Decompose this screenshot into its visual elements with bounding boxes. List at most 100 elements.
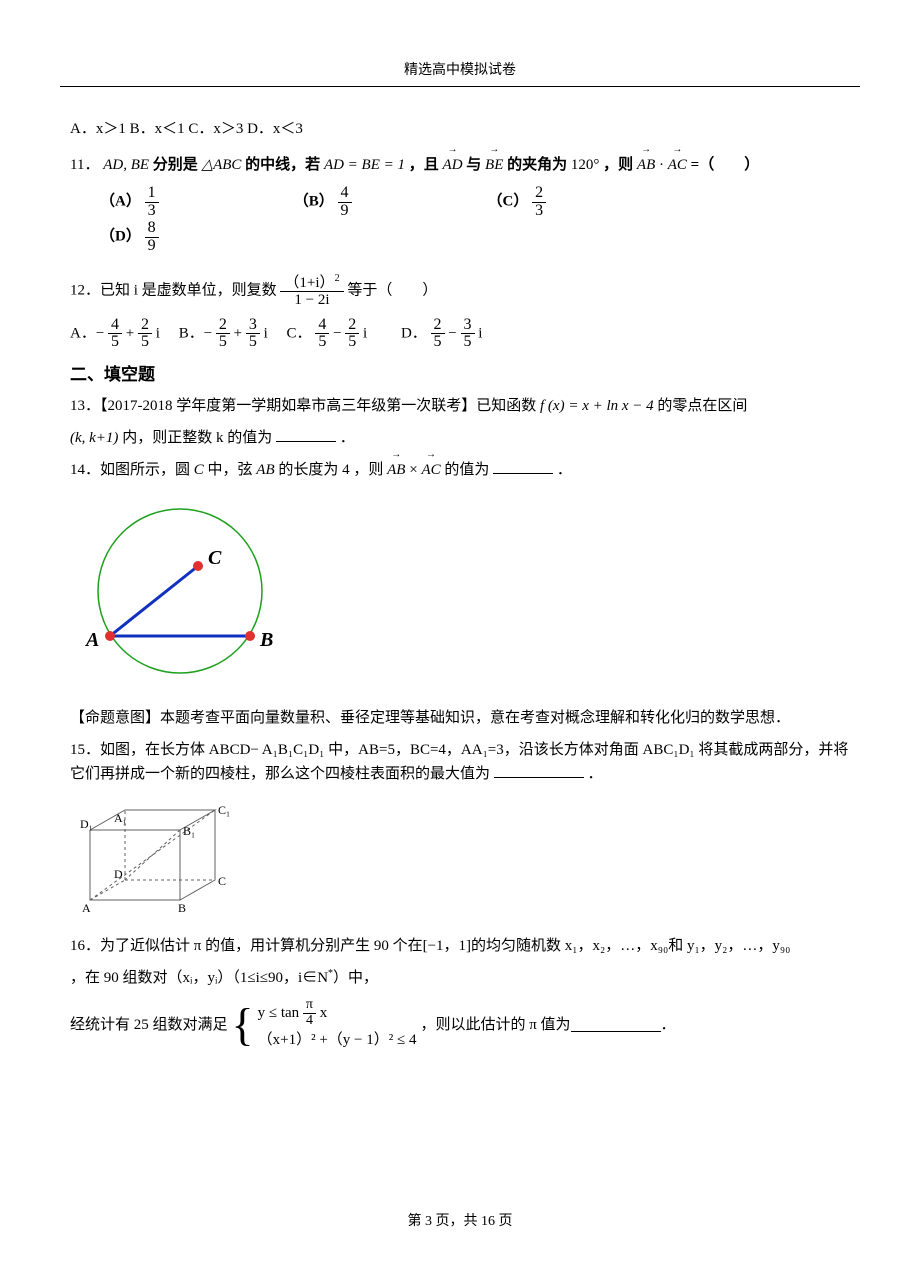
q14-cross: × [409, 462, 421, 478]
q12-A: A．− [70, 325, 104, 341]
q11-a-d: 3 [145, 203, 159, 220]
q12-Cd2: 5 [345, 334, 359, 351]
q11-t3: ，且 [409, 157, 443, 173]
q12-Dm: − [448, 325, 460, 341]
q16-l1a: 16．为了近似估计 π 的值，用计算机分别产生 90 个在[−1，1]的均匀随机… [70, 938, 790, 954]
q11-a-n: 1 [145, 185, 159, 203]
q11-vec-be: BE [485, 153, 503, 177]
q12-Cn1: 4 [315, 317, 329, 335]
q16-sys2: （x+1）² +（y − 1）² ≤ 4 [258, 1032, 417, 1048]
q13-mid: 的零点在区间 [657, 398, 747, 414]
q16-sys1d: 4 [303, 1014, 316, 1029]
q11-opt-d: （D） 89 [100, 220, 290, 255]
q11-vec-ab: AB [637, 153, 655, 177]
cuboid-d: D [114, 867, 123, 881]
q16-l2b: ，则以此估计的 π 值为 [420, 1013, 570, 1037]
circle-label-a: A [84, 629, 99, 651]
q11-tail: =（ ） [691, 157, 760, 173]
q16-l2a: 经统计有 25 组数对满足 [70, 1013, 228, 1037]
q16-sys1n: π [303, 998, 316, 1014]
q14-c: C [194, 462, 204, 478]
q11-d-n: 8 [145, 220, 159, 238]
cuboid-c: C [218, 874, 226, 888]
q12-Ap: + [126, 325, 138, 341]
q12-Ad2: 5 [138, 334, 152, 351]
cuboid-b1: B₁ [183, 824, 195, 838]
page-header: 精选高中模拟试卷 [60, 60, 860, 87]
page-footer: 第 3 页，共 16 页 [0, 1211, 920, 1233]
q13-prefix: 13．【2017-2018 学年度第一学期如皋市高三年级第一次联考】已知函数 [70, 398, 540, 414]
cuboid-d1: D₁ [80, 817, 93, 831]
q16-system: { y ≤ tan π4 x （x+1）² +（y − 1）² ≤ 4 [232, 998, 417, 1051]
q14-note: 【命题意图】本题考查平面向量数量积、垂径定理等基础知识，意在考查对概念理解和转化… [70, 706, 850, 730]
q12-Dd2: 5 [461, 334, 475, 351]
q11-adbe: AD, BE [103, 157, 149, 173]
q14-ab: AB [256, 462, 274, 478]
q12-Bi: i [264, 325, 268, 341]
q12-frac-d: 1 − 2i [280, 292, 343, 309]
q13-blank [276, 428, 336, 442]
q12-frac-exp: 2 [335, 273, 340, 284]
q12-An1: 4 [108, 317, 122, 335]
cuboid-a1: A₁ [114, 811, 127, 825]
q11-b-n: 4 [338, 185, 352, 203]
q11-options-row: （A） 13 （B） 49 （C） 23 （D） 89 [100, 185, 850, 254]
q10-options: A．x＞1 B．x＜1 C．x＞3 D．x＜3 [70, 117, 850, 141]
q12: 12．已知 i 是虚数单位，则复数 （1+i）2 1 − 2i 等于（ ） [70, 273, 850, 309]
q13-line2: (k, k+1) 内，则正整数 k 的值为 ． [70, 426, 850, 450]
q12-Cn2: 2 [345, 317, 359, 335]
q16-period: ． [661, 1013, 676, 1037]
q14-vec-ab: AB [387, 458, 405, 482]
q11-t1: 分别是 [153, 157, 202, 173]
q11-opt-c: （C） 23 [488, 185, 678, 220]
q11-t5: 的夹角为 [507, 157, 571, 173]
q12-suffix: 等于（ ） [347, 282, 437, 298]
q11-angle: 120° [571, 157, 600, 173]
q16-blank [571, 1018, 661, 1032]
q12-Dn2: 3 [461, 317, 475, 335]
q12-Cd1: 5 [315, 334, 329, 351]
q16-l1b: ，在 90 组数对（xᵢ，yᵢ）（1≤i≤90，i∈N [70, 970, 328, 986]
q14-vec-ac: AC [421, 458, 440, 482]
q13-period: ． [340, 430, 355, 446]
cuboid-a: A [82, 901, 91, 915]
q11-t6: ，则 [603, 157, 637, 173]
q12-prefix: 12．已知 i 是虚数单位，则复数 [70, 282, 280, 298]
q12-Bn2: 3 [246, 317, 260, 335]
q14-prefix: 14．如图所示，圆 [70, 462, 194, 478]
q15-period: ． [588, 766, 603, 782]
q11-prefix: 11． [70, 157, 99, 173]
q14-m3: 的值为 [444, 462, 489, 478]
q12-D: D． [371, 325, 427, 341]
q11-eq: AD = BE = 1 [324, 157, 405, 173]
q15-text: 15．如图，在长方体 ABCD− A₁B₁C₁D₁ 中，AB=5，BC=4，AA… [70, 742, 848, 782]
q11-b-d: 9 [338, 203, 352, 220]
q12-Ci: i [363, 325, 367, 341]
q12-Bd2: 5 [246, 334, 260, 351]
q14-blank [493, 460, 553, 474]
q12-Bn1: 2 [216, 317, 230, 335]
q16-l1c: ）中， [333, 970, 378, 986]
q11-opt-b: （B） 49 [294, 185, 484, 220]
q12-An2: 2 [138, 317, 152, 335]
q13-interval: (k, k+1) [70, 430, 118, 446]
circle-label-b: B [259, 629, 273, 651]
q13: 13．【2017-2018 学年度第一学期如皋市高三年级第一次联考】已知函数 f… [70, 394, 850, 418]
q12-B: B．− [164, 325, 212, 341]
q11-dot: · [659, 157, 668, 173]
q14-period: ． [557, 462, 572, 478]
q12-Di: i [478, 325, 482, 341]
q12-Dd1: 5 [431, 334, 445, 351]
q14: 14．如图所示，圆 C 中，弦 AB 的长度为 4 ，则 AB × AC 的值为… [70, 458, 850, 482]
q11-c-label: （C） [488, 194, 529, 210]
q12-Ai: i [156, 325, 160, 341]
q11-b-label: （B） [294, 194, 334, 210]
q14-figure: C A B [70, 496, 290, 696]
q11-tri: △ABC [202, 157, 242, 173]
q11-a-label: （A） [100, 194, 141, 210]
q11-t4: 与 [466, 157, 485, 173]
q12-Bp: + [234, 325, 246, 341]
section-2-heading: 二、填空题 [70, 361, 850, 388]
q16-sys1b: x [320, 1005, 328, 1021]
q11-c-d: 3 [532, 203, 546, 220]
